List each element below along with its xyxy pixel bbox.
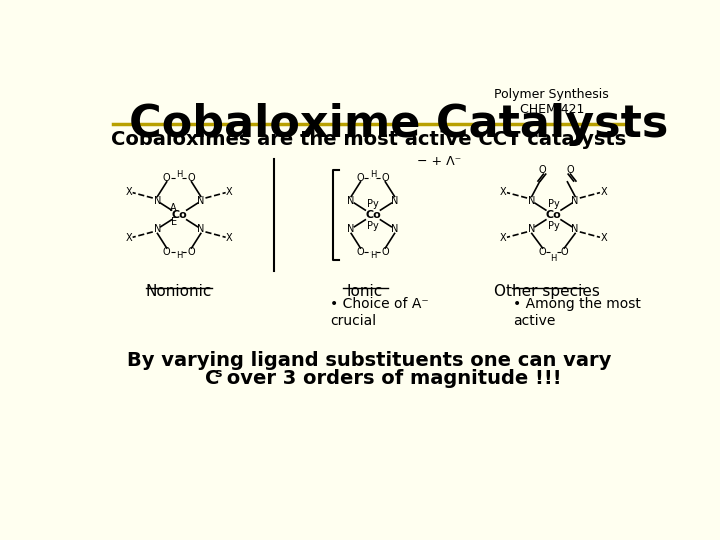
- Text: X: X: [226, 187, 233, 197]
- Text: O: O: [188, 173, 195, 183]
- Text: X: X: [226, 233, 233, 243]
- Text: O: O: [356, 173, 364, 183]
- Text: X: X: [500, 233, 506, 243]
- Text: H: H: [550, 254, 557, 262]
- Text: − + Λ⁻: − + Λ⁻: [417, 154, 461, 167]
- Text: Py: Py: [548, 199, 559, 209]
- Text: E: E: [171, 217, 177, 227]
- Text: N: N: [154, 224, 161, 234]
- Text: Py: Py: [367, 221, 379, 231]
- Text: Py: Py: [367, 199, 379, 209]
- Text: Co: Co: [546, 210, 562, 220]
- Text: N: N: [348, 196, 355, 206]
- Text: N: N: [528, 196, 536, 206]
- Text: H: H: [369, 251, 376, 260]
- Text: O: O: [567, 165, 575, 176]
- Text: Other species: Other species: [495, 284, 600, 299]
- Text: O: O: [163, 247, 171, 257]
- Text: C: C: [204, 369, 219, 388]
- Text: Nonionic: Nonionic: [146, 284, 212, 299]
- Text: N: N: [572, 224, 579, 234]
- Text: X: X: [500, 187, 506, 197]
- Text: O: O: [356, 247, 364, 257]
- Text: Cobaloximes are the most active CCT catalysts: Cobaloximes are the most active CCT cata…: [112, 130, 626, 149]
- Text: A: A: [171, 203, 177, 213]
- Text: s: s: [215, 367, 222, 380]
- Text: O: O: [560, 247, 568, 257]
- Text: N: N: [197, 196, 204, 206]
- Text: N: N: [391, 224, 398, 234]
- Text: Ionic: Ionic: [347, 284, 383, 299]
- Text: N: N: [348, 224, 355, 234]
- Text: Cobaloxime Catalysts: Cobaloxime Catalysts: [129, 103, 668, 146]
- Text: O: O: [382, 173, 389, 183]
- Text: N: N: [528, 224, 536, 234]
- Text: Co: Co: [365, 210, 381, 220]
- Text: O: O: [188, 247, 195, 257]
- Text: N: N: [197, 224, 204, 234]
- Text: • Choice of A⁻
crucial: • Choice of A⁻ crucial: [330, 298, 429, 328]
- Text: H: H: [176, 170, 182, 179]
- Text: N: N: [154, 196, 161, 206]
- Text: By varying ligand substituents one can vary: By varying ligand substituents one can v…: [127, 351, 611, 370]
- Text: H: H: [369, 170, 376, 179]
- Text: X: X: [600, 187, 607, 197]
- Text: H: H: [176, 251, 182, 260]
- Text: Py: Py: [548, 221, 559, 231]
- Text: X: X: [600, 233, 607, 243]
- Text: X: X: [125, 187, 132, 197]
- Text: over 3 orders of magnitude !!!: over 3 orders of magnitude !!!: [220, 369, 562, 388]
- Text: Co: Co: [171, 210, 187, 220]
- Text: • Among the most
active: • Among the most active: [513, 298, 641, 328]
- Text: Polymer Synthesis
CHEM 421: Polymer Synthesis CHEM 421: [495, 88, 609, 116]
- Text: O: O: [539, 247, 546, 257]
- Text: N: N: [391, 196, 398, 206]
- Text: O: O: [382, 247, 389, 257]
- Text: N: N: [572, 196, 579, 206]
- Text: O: O: [163, 173, 171, 183]
- Text: O: O: [539, 165, 546, 176]
- Text: X: X: [125, 233, 132, 243]
